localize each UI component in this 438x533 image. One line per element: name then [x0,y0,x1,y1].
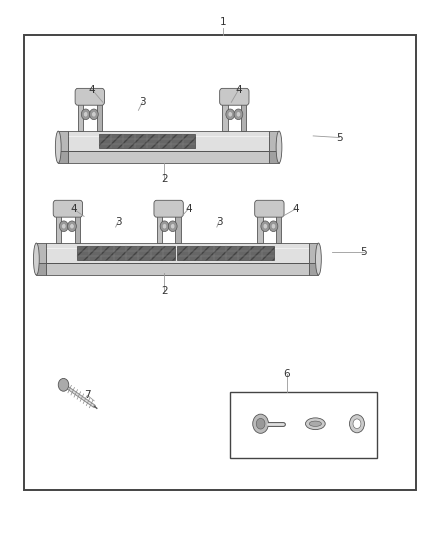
Bar [177,246,274,260]
Ellipse shape [55,131,61,163]
Polygon shape [58,151,68,163]
Circle shape [263,223,268,229]
Text: 3: 3 [115,217,122,227]
Bar [96,94,102,131]
Text: 4: 4 [88,85,95,94]
Bar [276,206,281,243]
Polygon shape [309,263,318,275]
Text: 2: 2 [161,174,168,184]
FancyBboxPatch shape [154,200,183,217]
Text: 6: 6 [283,369,290,379]
Ellipse shape [309,421,321,426]
Bar [269,131,279,151]
Circle shape [62,223,66,229]
Circle shape [236,112,240,117]
Circle shape [92,112,96,117]
Circle shape [89,109,98,120]
Bar [24,35,416,490]
FancyBboxPatch shape [75,88,104,105]
Circle shape [70,223,74,229]
Circle shape [162,223,167,229]
Circle shape [81,109,90,120]
Bar [175,206,180,243]
Bar [74,206,80,243]
Circle shape [67,221,76,231]
Text: 4: 4 [185,204,192,214]
Polygon shape [269,151,279,163]
Ellipse shape [33,243,39,275]
Circle shape [160,221,169,231]
Circle shape [170,223,175,229]
Circle shape [58,378,69,391]
Text: 4: 4 [70,204,77,214]
Bar [241,94,246,131]
Circle shape [353,419,361,429]
Circle shape [228,112,233,117]
Text: 5: 5 [336,133,343,142]
Text: 7: 7 [84,391,91,400]
Text: 4: 4 [235,85,242,94]
Bar [309,243,318,263]
Bar [257,206,263,243]
FancyBboxPatch shape [220,88,249,105]
Polygon shape [68,131,269,151]
Bar [56,206,61,243]
FancyBboxPatch shape [255,200,284,217]
Bar [257,205,281,213]
Bar [99,134,195,148]
Ellipse shape [276,131,282,163]
Ellipse shape [315,243,321,275]
Circle shape [350,415,364,433]
Bar [78,94,83,131]
Circle shape [271,223,276,229]
Bar [36,243,46,263]
Bar [230,392,377,458]
Bar [156,205,180,213]
Ellipse shape [305,418,325,430]
Text: 3: 3 [215,217,223,227]
Circle shape [261,221,270,231]
Circle shape [84,112,88,117]
Bar [58,131,68,151]
Polygon shape [46,243,309,263]
Circle shape [269,221,278,231]
Bar [156,206,162,243]
Text: 2: 2 [161,286,168,296]
FancyBboxPatch shape [53,200,82,217]
Text: 4: 4 [292,204,299,214]
Circle shape [253,414,268,433]
Text: 5: 5 [360,247,367,256]
Circle shape [256,418,265,429]
Polygon shape [68,151,269,163]
Circle shape [168,221,177,231]
Bar [56,205,80,213]
Polygon shape [46,263,309,275]
Circle shape [226,109,235,120]
Circle shape [60,221,68,231]
Bar [223,94,228,131]
Polygon shape [36,263,46,275]
Text: 1: 1 [220,18,227,27]
Text: 3: 3 [139,98,146,107]
Bar [78,93,102,101]
Bar [77,246,175,260]
Bar [223,93,247,101]
Circle shape [234,109,243,120]
